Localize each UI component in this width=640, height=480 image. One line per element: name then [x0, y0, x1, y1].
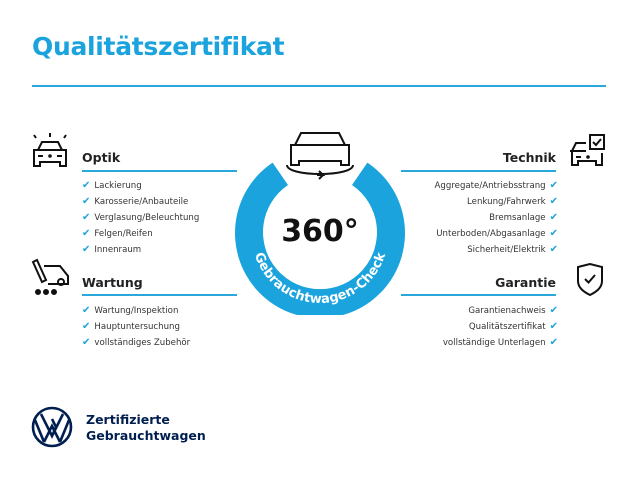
- list-item-label: Hauptuntersuchung: [94, 322, 180, 332]
- list-item: ✔ Lackierung: [82, 178, 199, 194]
- garantie-list: Garantienachweis ✔ Qualitätszertifikat ✔ v…: [443, 303, 558, 351]
- shield-check-icon: [576, 263, 604, 297]
- check-icon: ✔: [549, 196, 558, 207]
- wartung-list: ✔ Wartung/Inspektion ✔ Hauptuntersuchung ✔…: [82, 303, 190, 351]
- garantie-heading: Garantie: [495, 275, 556, 290]
- technik-heading: Technik: [502, 150, 556, 165]
- car-lights-icon: [30, 132, 72, 174]
- check-icon: ✔: [549, 305, 558, 316]
- check-icon: ✔: [82, 244, 91, 255]
- big-360: 360°: [281, 214, 359, 249]
- check-icon: ✔: [549, 337, 558, 348]
- check-icon: ✔: [549, 244, 558, 255]
- list-item: Garantienachweis ✔: [443, 303, 558, 319]
- optik-divider: [82, 170, 237, 172]
- list-item-label: Sicherheit/Elektrik: [467, 245, 546, 255]
- optik-list: ✔ Lackierung ✔ Karosserie/Anbauteile ✔ Verg…: [82, 178, 199, 258]
- list-item: Unterboden/Abgasanlage ✔: [435, 226, 558, 242]
- list-item-label: Aggregate/Antriebsstrang: [434, 181, 546, 191]
- garantie-divider: [401, 294, 556, 296]
- list-item: ✔ Hauptuntersuchung: [82, 319, 190, 335]
- technik-divider: [401, 170, 556, 172]
- list-item: Lenkung/Fahrwerk ✔: [435, 194, 558, 210]
- list-item-label: Wartung/Inspektion: [94, 306, 179, 316]
- list-item: ✔ Wartung/Inspektion: [82, 303, 190, 319]
- list-item: ✔ vollständiges Zubehör: [82, 335, 190, 351]
- list-item-label: Bremsanlage: [489, 213, 546, 223]
- list-item: Sicherheit/Elektrik ✔: [435, 242, 558, 258]
- list-item-label: vollständige Unterlagen: [442, 338, 546, 348]
- list-item-label: Garantienachweis: [468, 306, 546, 316]
- check-icon: ✔: [82, 180, 91, 191]
- check-icon: ✔: [549, 228, 558, 239]
- list-item-label: Karosserie/Anbauteile: [94, 197, 189, 207]
- wartung-divider: [82, 294, 237, 296]
- brand-text: Zertifizierte Gebrauchtwagen: [86, 412, 206, 444]
- center-badge: 360° Gebrauchtwagen-Check: [225, 125, 415, 315]
- list-item: ✔ Verglasung/Beleuchtung: [82, 210, 199, 226]
- optik-heading: Optik: [82, 150, 121, 165]
- check-icon: ✔: [82, 196, 91, 207]
- brand-line-1: Zertifizierte: [86, 412, 170, 427]
- list-item-label: vollständiges Zubehör: [94, 338, 191, 348]
- check-icon: ✔: [82, 228, 91, 239]
- page-title: Qualitätszertifikat: [32, 32, 285, 61]
- brand-line-2: Gebrauchtwagen: [86, 428, 206, 443]
- list-item: vollständige Unterlagen ✔: [443, 335, 558, 351]
- check-icon: ✔: [549, 212, 558, 223]
- car-checkbox-icon: [568, 133, 610, 173]
- wartung-heading: Wartung: [82, 275, 143, 290]
- technik-list: Aggregate/Antriebsstrang ✔ Lenkung/Fahrwe…: [435, 178, 558, 258]
- list-item-label: Lenkung/Fahrwerk: [467, 197, 546, 207]
- title-divider: [32, 85, 606, 87]
- list-item: Aggregate/Antriebsstrang ✔: [435, 178, 558, 194]
- check-icon: ✔: [82, 337, 91, 348]
- list-item-label: Innenraum: [94, 245, 142, 255]
- list-item-label: Verglasung/Beleuchtung: [94, 213, 200, 223]
- vw-logo: [31, 406, 73, 448]
- check-icon: ✔: [549, 180, 558, 191]
- check-icon: ✔: [82, 305, 91, 316]
- ring-arc: [235, 162, 405, 315]
- list-item: Qualitätszertifikat ✔: [443, 319, 558, 335]
- list-item-label: Felgen/Reifen: [94, 229, 153, 239]
- car-rotate-icon: [286, 132, 354, 180]
- list-item-label: Qualitätszertifikat: [468, 322, 546, 332]
- list-item-label: Lackierung: [94, 181, 142, 191]
- check-icon: ✔: [82, 212, 91, 223]
- service-van-icon: [30, 258, 72, 298]
- check-icon: ✔: [82, 321, 91, 332]
- list-item: ✔ Innenraum: [82, 242, 199, 258]
- list-item-label: Unterboden/Abgasanlage: [436, 229, 546, 239]
- list-item: ✔ Felgen/Reifen: [82, 226, 199, 242]
- list-item: Bremsanlage ✔: [435, 210, 558, 226]
- list-item: ✔ Karosserie/Anbauteile: [82, 194, 199, 210]
- check-icon: ✔: [549, 321, 558, 332]
